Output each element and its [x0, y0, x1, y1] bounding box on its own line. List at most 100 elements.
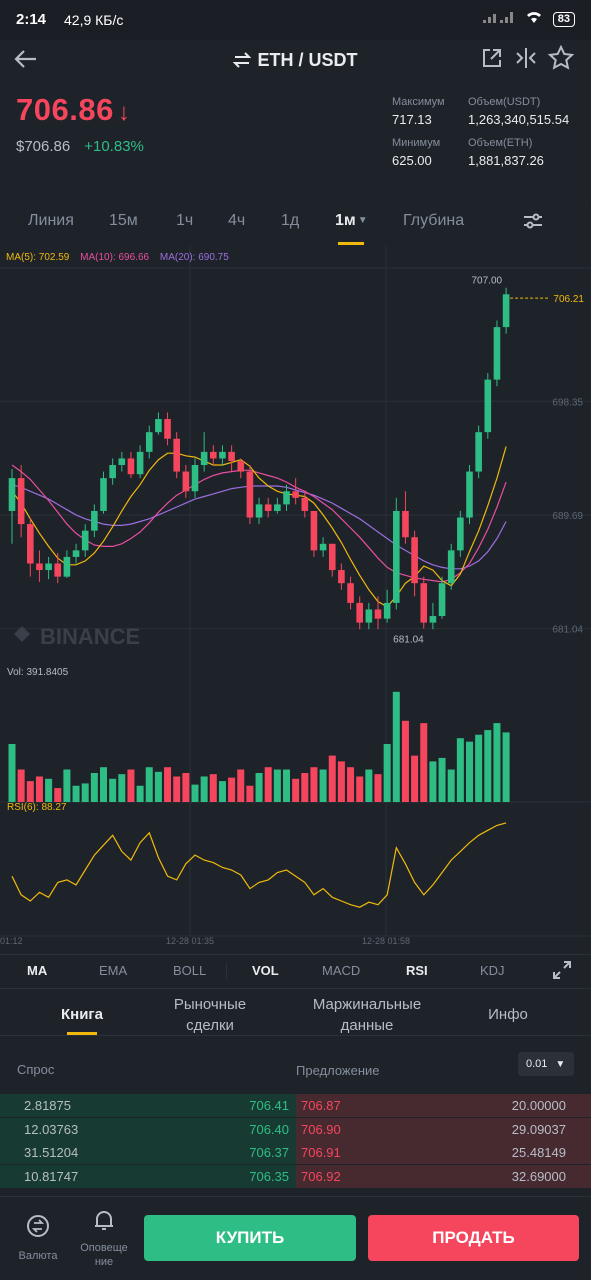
candle — [255, 504, 263, 518]
volume-bar — [328, 755, 336, 802]
active-tab-underline — [338, 242, 364, 245]
tab-market-trades[interactable]: Рыночные сделки — [173, 996, 247, 1034]
ma5-label: MA(5): 702.59 — [6, 252, 70, 263]
ask-header: Предложение — [296, 1063, 380, 1078]
external-link-icon[interactable] — [480, 46, 504, 75]
precision-select[interactable]: 0.01 ▼ — [518, 1052, 574, 1076]
tab-1d[interactable]: 1д — [281, 212, 300, 229]
book-tabs: Книга Рыночные сделки Маржинальные данные … — [0, 988, 591, 1036]
volume-bar — [118, 774, 126, 802]
high-price-label: 707.00 — [472, 276, 503, 287]
low-price-label: 681.04 — [393, 635, 424, 646]
nav-currency[interactable]: Валюта — [12, 1211, 64, 1263]
sell-button[interactable]: ПРОДАТЬ — [368, 1215, 579, 1261]
tab-info[interactable]: Инфо — [488, 1006, 528, 1023]
usd-price-row: $706.86 +10.83% — [16, 138, 144, 155]
chart-area[interactable]: BINANCE 698.35 689.69 681.04 707.00 681.04 706… — [0, 246, 591, 954]
volume-bar — [264, 767, 272, 802]
candle — [63, 556, 71, 577]
stats-col-2: Объем(USDT) 1,263,340,515.54 Объем(ETH) … — [468, 96, 569, 178]
down-arrow-icon: ↓ — [117, 99, 131, 126]
tab-line[interactable]: Линия — [28, 212, 74, 229]
rsi-label: RSI(6): 88.27 — [7, 802, 67, 813]
volume-label: Vol: 391.8405 — [7, 667, 69, 678]
back-arrow-icon[interactable] — [12, 46, 38, 77]
candle — [383, 602, 391, 619]
candlestick-chart[interactable]: BINANCE 698.35 689.69 681.04 707.00 681.04 706… — [0, 246, 591, 954]
volume-bar — [429, 761, 437, 802]
candle — [173, 438, 180, 472]
candle — [475, 432, 482, 472]
candle — [145, 432, 153, 452]
wifi-icon — [525, 10, 543, 28]
volume-bar — [54, 788, 62, 802]
candle — [347, 583, 354, 603]
min-label: Минимум — [392, 137, 441, 149]
network-speed: 42,9 КБ/с — [64, 12, 124, 28]
indicator-rsi[interactable]: RSI — [406, 963, 428, 978]
volume-bar — [200, 776, 208, 802]
fullscreen-icon[interactable] — [552, 960, 572, 985]
timeframe-tabs: Линия 15м 1ч 4ч 1д 1м ▼ Глубина — [0, 198, 591, 246]
candle — [493, 327, 501, 380]
caret-down-icon: ▼ — [555, 1059, 566, 1070]
bid-price: 706.41 — [249, 1098, 289, 1113]
order-book-row[interactable]: 12.03763 706.40 706.90 29.09037 — [0, 1117, 591, 1141]
tab-4h[interactable]: 4ч — [228, 212, 246, 229]
tab-1m[interactable]: 1м ▼ — [335, 212, 368, 229]
bell-icon — [91, 1207, 117, 1237]
max-label: Максимум — [392, 96, 445, 108]
ma20-line — [11, 484, 507, 570]
vol-usdt-value: 1,263,340,515.54 — [468, 112, 570, 127]
swap-icon — [233, 52, 252, 73]
candle — [402, 510, 409, 538]
indicator-ma[interactable]: MA — [27, 963, 48, 978]
compare-icon[interactable] — [513, 46, 539, 75]
vol-eth-label: Объем(ETH) — [468, 137, 533, 149]
volume-bar — [154, 771, 162, 802]
volume-bar — [383, 744, 391, 802]
ask-qty: 20.00000 — [511, 1098, 566, 1113]
bid-qty: 2.81875 — [24, 1098, 71, 1113]
nav-alerts[interactable]: Оповеще ние — [74, 1205, 134, 1269]
candle — [27, 524, 34, 564]
volume-bar — [26, 781, 34, 802]
tab-15m[interactable]: 15м — [109, 212, 138, 229]
indicator-boll[interactable]: BOLL — [173, 963, 207, 978]
volume-bar — [292, 778, 300, 802]
tab-margin-data[interactable]: Маржинальные данные — [312, 996, 422, 1034]
chart-settings-icon[interactable] — [522, 210, 544, 237]
indicator-vol[interactable]: VOL — [252, 963, 279, 978]
caret-down-icon: ▼ — [357, 215, 368, 226]
candle — [36, 563, 43, 571]
candle — [274, 504, 281, 511]
app-header: ETH / USDT — [0, 40, 591, 84]
indicator-ema[interactable]: EMA — [99, 963, 128, 978]
ma5-line — [11, 446, 507, 608]
volume-bar — [164, 767, 172, 802]
order-book-row[interactable]: 2.81875 706.41 706.87 20.00000 — [0, 1094, 591, 1117]
volume-bar — [502, 732, 510, 802]
indicator-kdj[interactable]: KDJ — [480, 963, 505, 978]
ask-bar — [296, 1094, 591, 1117]
tab-depth[interactable]: Глубина — [403, 212, 465, 229]
volume-bar — [72, 785, 80, 802]
tab-1h[interactable]: 1ч — [176, 212, 194, 229]
ask-price: 706.92 — [301, 1168, 341, 1184]
volume-bar — [45, 778, 53, 802]
indicator-macd[interactable]: MACD — [322, 963, 361, 978]
candle — [484, 379, 492, 433]
buy-button[interactable]: КУПИТЬ — [144, 1215, 356, 1261]
bid-price: 706.35 — [249, 1168, 289, 1184]
order-book-row[interactable]: 31.51204 706.37 706.91 25.48149 — [0, 1141, 591, 1164]
volume-bar — [136, 785, 144, 802]
volume-bar — [273, 769, 281, 802]
candle — [100, 478, 107, 511]
pair-title[interactable]: ETH / USDT — [0, 50, 591, 73]
favorite-star-icon[interactable] — [547, 44, 575, 76]
order-book-row[interactable]: 10.81747 706.35 706.92 32.69000 — [0, 1164, 591, 1188]
divider — [226, 963, 227, 979]
tab-order-book[interactable]: Книга — [60, 1006, 104, 1023]
binance-watermark: BINANCE — [40, 624, 140, 649]
volume-bar — [337, 761, 345, 802]
